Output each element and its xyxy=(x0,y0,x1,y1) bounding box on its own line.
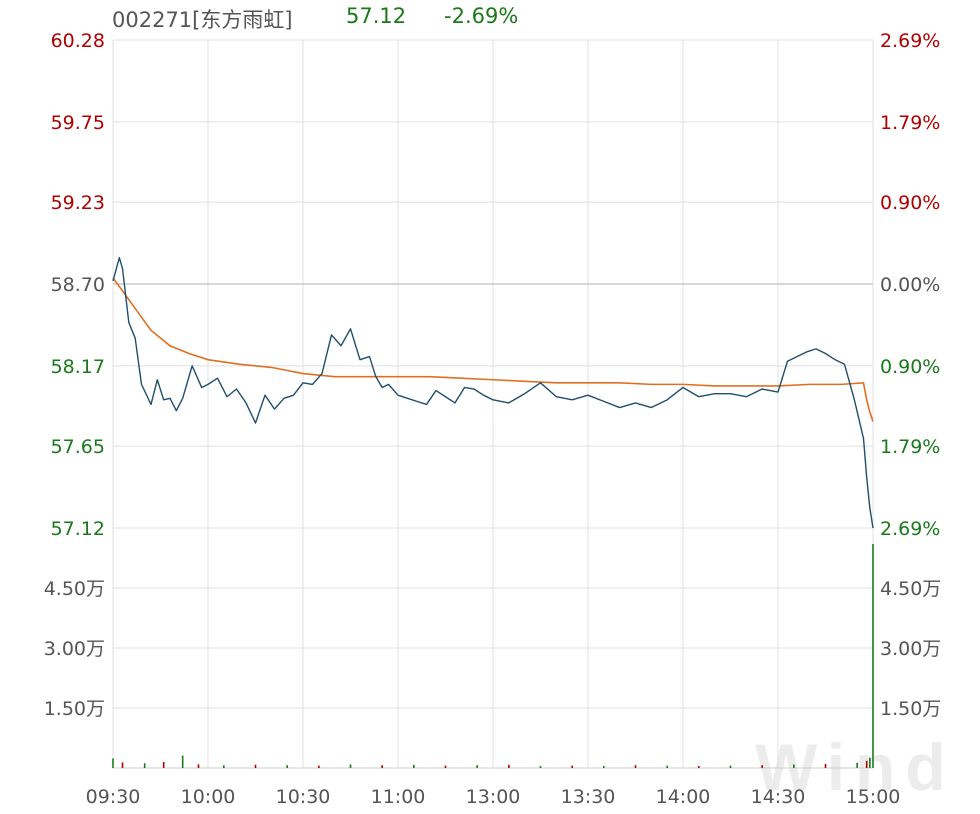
volume-tick-label-right: 1.50万 xyxy=(880,698,941,720)
price-tick-label: 58.17 xyxy=(51,356,105,378)
axis-layer: 09:30 10:00 10:30 11:00 13:00 13:30 14:00 14:30… xyxy=(44,30,942,808)
volume-tick-label-right: 3.00万 xyxy=(880,638,941,660)
x-tick-label: 11:00 xyxy=(371,786,426,808)
series-layer xyxy=(112,257,874,768)
pct-tick-label: 2.69% xyxy=(880,518,940,540)
price-line xyxy=(112,257,874,529)
x-tick-label: 15:00 xyxy=(846,786,901,808)
pct-tick-label: 0.90% xyxy=(880,192,940,214)
x-tick-label: 10:30 xyxy=(276,786,331,808)
price-tick-label: 58.70 xyxy=(51,274,105,296)
pct-tick-label: 0.90% xyxy=(880,356,940,378)
x-tick-label: 14:30 xyxy=(751,786,806,808)
volume-tick-label: 4.50万 xyxy=(44,578,105,600)
x-tick-label: 13:30 xyxy=(561,786,616,808)
price-tick-label: 59.75 xyxy=(51,112,105,134)
header-stock-name: 002271[东方雨虹] xyxy=(112,8,293,32)
average-price-line xyxy=(112,277,874,422)
header-change: -2.69% xyxy=(444,4,519,28)
price-tick-label: 57.65 xyxy=(51,436,105,458)
volume-tick-label: 3.00万 xyxy=(44,638,105,660)
pct-tick-label: 1.79% xyxy=(880,436,940,458)
pct-tick-label: 1.79% xyxy=(880,112,940,134)
pct-tick-label: 2.69% xyxy=(880,30,940,52)
wind-watermark: Wind xyxy=(755,730,956,804)
x-tick-label: 14:00 xyxy=(656,786,711,808)
price-tick-label: 59.23 xyxy=(51,192,105,214)
x-tick-label: 10:00 xyxy=(181,786,236,808)
price-tick-label: 60.28 xyxy=(51,30,105,52)
volume-tick-label: 1.50万 xyxy=(44,698,105,720)
header-price: 57.12 xyxy=(346,4,407,28)
pct-tick-label: 0.00% xyxy=(880,274,940,296)
x-tick-label: 13:00 xyxy=(466,786,521,808)
price-tick-label: 57.12 xyxy=(51,518,105,540)
x-tick-label: 09:30 xyxy=(86,786,141,808)
volume-tick-label-right: 4.50万 xyxy=(880,578,941,600)
grid-layer xyxy=(112,39,874,769)
watermark-layer: Wind xyxy=(755,730,956,804)
